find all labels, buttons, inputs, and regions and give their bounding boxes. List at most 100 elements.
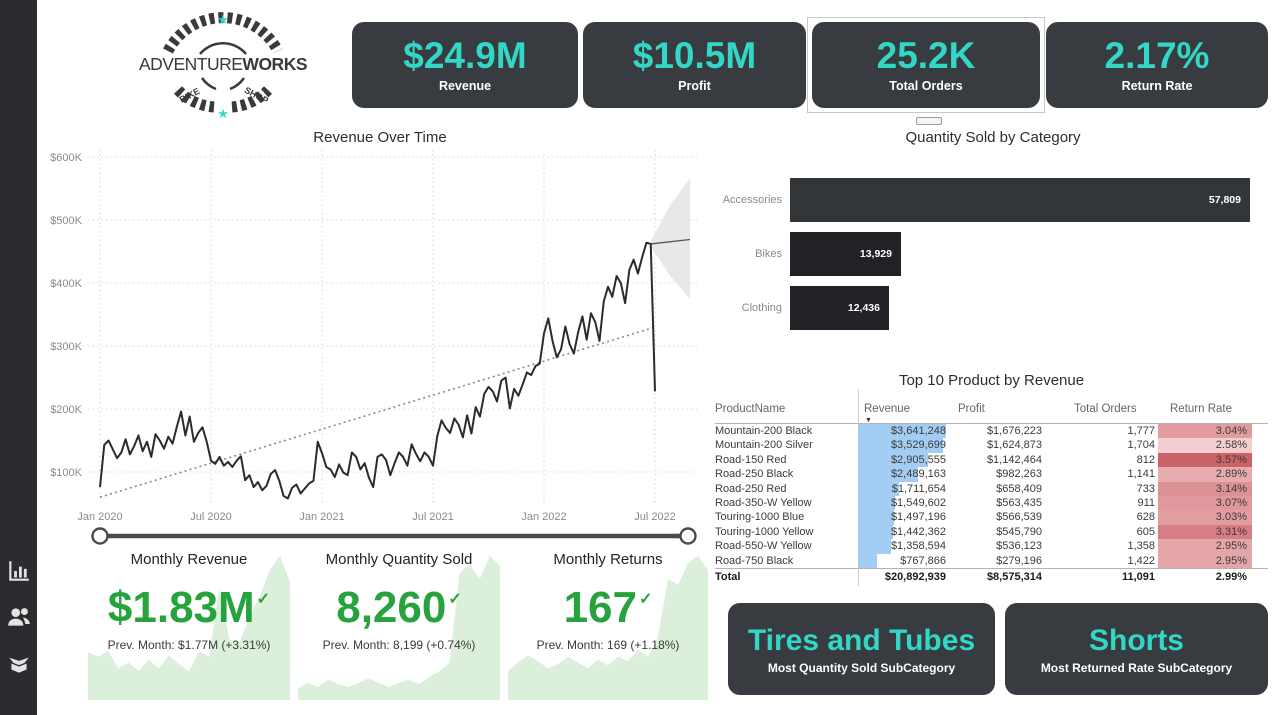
cell-product-name: Mountain-200 Black <box>715 425 813 437</box>
kpi-card-profit[interactable]: $10.5M Profit <box>583 22 806 108</box>
table-row[interactable]: Road-150 Red $2,905,555 $1,142,464 812 3.57% <box>715 452 1268 468</box>
cell-total-orders: 628 <box>1136 511 1155 524</box>
x-axis-label: Jan 2022 <box>521 511 566 523</box>
table-row[interactable]: Mountain-200 Black $3,641,248 $1,676,223 1,… <box>715 424 1268 439</box>
revenue-data-bar <box>858 553 877 569</box>
cell-profit: $279,196 <box>996 554 1042 567</box>
bar-bikes[interactable]: 13,929 <box>790 232 901 276</box>
cell-profit: $1,624,873 <box>986 439 1042 452</box>
cell-revenue: $1,442,362 <box>858 524 946 540</box>
cell-return-rate: 2.89% <box>1158 467 1252 482</box>
table-header-return-rate[interactable]: Return Rate <box>1170 403 1233 415</box>
cell-return-rate: 2.95% <box>1158 539 1252 554</box>
table-row[interactable]: Road-350-W Yellow $1,549,602 $563,435 911 3.… <box>715 496 1268 511</box>
kpi-value: $10.5M <box>632 35 757 77</box>
cell-profit: $658,409 <box>996 482 1042 495</box>
y-axis-label: $300K <box>50 341 82 353</box>
top-subcategory-card[interactable]: Tires and Tubes Most Quantity Sold SubCa… <box>728 603 995 695</box>
table-header-profit[interactable]: Profit <box>958 403 985 415</box>
check-icon: ✓ <box>448 591 462 608</box>
cell-return-rate: 3.07% <box>1158 496 1252 511</box>
slider-handle-left[interactable] <box>91 527 109 545</box>
cell-total-orders: 1,141 <box>1127 468 1155 481</box>
bar-value-label: 57,809 <box>1208 194 1241 206</box>
slider-handle-right[interactable] <box>679 527 697 545</box>
kpi-card-revenue[interactable]: $24.9M Revenue <box>352 22 578 108</box>
customers-people-icon[interactable] <box>6 604 32 630</box>
table-row[interactable]: Mountain-200 Silver $3,529,699 $1,624,873 1… <box>715 438 1268 453</box>
revenue-over-time-chart[interactable]: $600K $500K $400K $300K $200K $100K Jan 2020 Ju… <box>37 145 710 560</box>
cell-profit: $545,790 <box>996 525 1042 538</box>
table-total-row: Total $20,892,939 $8,575,314 11,091 2.99… <box>715 568 1268 586</box>
logo-wordmark: ADVENTUREWORKS <box>139 54 307 74</box>
cell-revenue: $1,549,602 <box>858 496 946 511</box>
kpi-value: $24.9M <box>403 35 527 77</box>
table-header-total-orders[interactable]: Total Orders <box>1074 403 1137 415</box>
revenue-data-bar <box>858 467 918 482</box>
revenue-line <box>99 241 656 500</box>
table-row[interactable]: Road-550-W Yellow $1,358,594 $536,123 1,358… <box>715 539 1268 554</box>
most-returned-card[interactable]: Shorts Most Returned Rate SubCategory <box>1005 603 1268 695</box>
cell-product-name: Road-150 Red <box>715 453 787 466</box>
card-title: Monthly Quantity Sold <box>325 551 473 568</box>
visual-drag-handle[interactable] <box>916 117 942 125</box>
total-label: Total <box>715 571 741 584</box>
cell-profit: $1,676,223 <box>986 425 1042 437</box>
monthly-revenue-card[interactable]: Monthly Revenue $1.83M ✓ Prev. Month: $1.… <box>88 545 290 700</box>
line-chart-title: Revenue Over Time <box>313 129 447 146</box>
bar-clothing[interactable]: 12,436 <box>790 286 889 330</box>
bar-category-label: Bikes <box>755 248 782 260</box>
card-title: Monthly Revenue <box>130 551 248 568</box>
cell-return-rate: 3.57% <box>1158 452 1252 468</box>
cell-total-orders: 733 <box>1136 482 1155 495</box>
monthly-quantity-card[interactable]: Monthly Quantity Sold 8,260 ✓ Prev. Month… <box>298 545 500 700</box>
total-revenue: $20,892,939 <box>884 571 946 584</box>
table-row[interactable]: Road-750 Black $767,866 $279,196 1,422 2.95% <box>715 553 1268 569</box>
cell-revenue: $1,358,594 <box>858 539 946 554</box>
cell-return-rate: 2.58% <box>1158 438 1252 453</box>
kpi-label: Revenue <box>438 78 492 93</box>
product-table[interactable]: Top 10 Product by Revenue ProductName Re… <box>715 372 1268 586</box>
cell-product-name: Road-350-W Yellow <box>715 497 812 510</box>
table-row[interactable]: Touring-1000 Blue $1,497,196 $566,539 628 3.… <box>715 510 1268 525</box>
date-range-slider[interactable] <box>91 527 697 545</box>
cell-total-orders: 1,704 <box>1127 439 1155 452</box>
card-value: 167 ✓ <box>563 583 653 632</box>
kpi-label: Total Orders <box>889 78 963 93</box>
cell-return-rate: 2.95% <box>1158 553 1252 569</box>
revenue-data-bar <box>858 424 946 439</box>
bar-accessories[interactable]: 57,809 <box>790 178 1250 222</box>
cell-total-orders: 1,358 <box>1127 540 1155 553</box>
cell-profit: $566,539 <box>996 511 1042 524</box>
card-value: Tires and Tubes <box>747 623 976 657</box>
cell-profit: $536,123 <box>996 540 1042 553</box>
cell-revenue: $3,529,699 <box>858 438 946 453</box>
revenue-data-bar <box>858 524 893 540</box>
card-note: Prev. Month: 8,199 (+0.74%) <box>322 638 476 652</box>
card-note: Prev. Month: 169 (+1.18%) <box>536 638 680 652</box>
cell-profit: $1,142,464 <box>986 453 1042 466</box>
cell-total-orders: 812 <box>1136 453 1155 466</box>
product-table-body: Mountain-200 Black $3,641,248 $1,676,223 1,… <box>715 424 1268 569</box>
logo-star-bottom: ★ <box>217 106 229 121</box>
table-row[interactable]: Road-250 Red $1,711,654 $658,409 733 3.14% <box>715 481 1268 497</box>
revenue-data-bar <box>858 438 943 453</box>
sparkline-area <box>508 555 708 700</box>
card-note: Prev. Month: $1.77M (+3.31%) <box>107 638 271 652</box>
kpi-card-return-rate[interactable]: 2.17% Return Rate <box>1046 22 1268 108</box>
monthly-returns-card[interactable]: Monthly Returns 167 ✓ Prev. Month: 169 (+… <box>508 545 708 700</box>
report-chart-icon[interactable] <box>6 558 32 584</box>
total-return-rate: 2.99% <box>1215 571 1247 584</box>
table-row[interactable]: Road-250 Black $2,489,163 $982,263 1,141 2.8… <box>715 467 1268 482</box>
cell-revenue: $2,489,163 <box>858 467 946 482</box>
kpi-card-total-orders[interactable]: 25.2K Total Orders <box>812 22 1040 108</box>
chart-gridlines <box>88 150 700 505</box>
product-box-icon[interactable] <box>6 650 32 676</box>
chart-axis-labels: $600K $500K $400K $300K $200K $100K Jan 2020 Ju… <box>50 152 676 523</box>
table-header-revenue[interactable]: Revenue ▼ <box>864 403 911 424</box>
table-row[interactable]: Touring-1000 Yellow $1,442,362 $545,790 605… <box>715 524 1268 540</box>
table-header-productname[interactable]: ProductName <box>715 403 786 415</box>
kpi-label: Return Rate <box>1121 78 1193 93</box>
cell-profit: $982,263 <box>996 468 1042 481</box>
total-profit: $8,575,314 <box>986 571 1042 584</box>
